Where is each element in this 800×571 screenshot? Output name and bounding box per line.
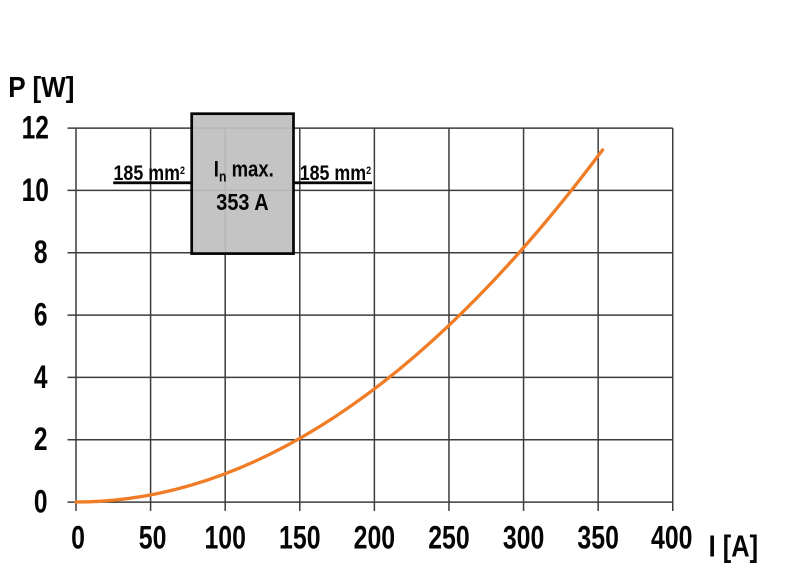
svg-text:0: 0	[34, 484, 48, 520]
svg-text:P [W]: P [W]	[8, 71, 74, 104]
svg-text:100: 100	[204, 521, 245, 557]
svg-text:400: 400	[651, 521, 692, 557]
svg-text:12: 12	[22, 110, 49, 146]
svg-text:350: 350	[577, 521, 618, 557]
svg-text:185 mm2: 185 mm2	[114, 162, 186, 186]
svg-text:50: 50	[139, 521, 167, 557]
svg-text:8: 8	[34, 235, 48, 271]
svg-text:250: 250	[428, 521, 469, 557]
svg-text:200: 200	[354, 521, 395, 557]
svg-text:150: 150	[279, 521, 320, 557]
svg-text:2: 2	[34, 422, 48, 458]
svg-text:0: 0	[71, 521, 85, 557]
svg-text:353 A: 353 A	[216, 188, 269, 215]
svg-text:10: 10	[22, 173, 49, 209]
svg-text:I [A]: I [A]	[709, 529, 758, 563]
svg-text:185 mm2: 185 mm2	[300, 162, 372, 186]
svg-text:300: 300	[503, 521, 544, 557]
svg-text:4: 4	[34, 360, 48, 396]
svg-text:6: 6	[34, 297, 48, 333]
